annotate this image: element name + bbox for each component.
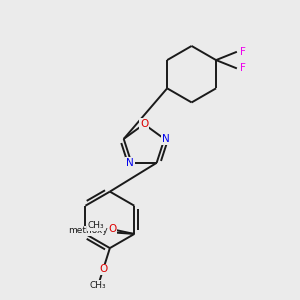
Text: N: N <box>162 134 170 144</box>
Text: F: F <box>241 63 246 74</box>
Text: F: F <box>241 47 246 57</box>
Text: O: O <box>108 224 117 234</box>
Text: O: O <box>99 264 107 274</box>
Text: O: O <box>140 119 148 129</box>
Text: CH₃: CH₃ <box>88 221 104 230</box>
Text: methoxy: methoxy <box>68 226 108 236</box>
Text: CH₃: CH₃ <box>90 281 106 290</box>
Text: N: N <box>126 158 134 168</box>
Text: O: O <box>106 227 115 238</box>
